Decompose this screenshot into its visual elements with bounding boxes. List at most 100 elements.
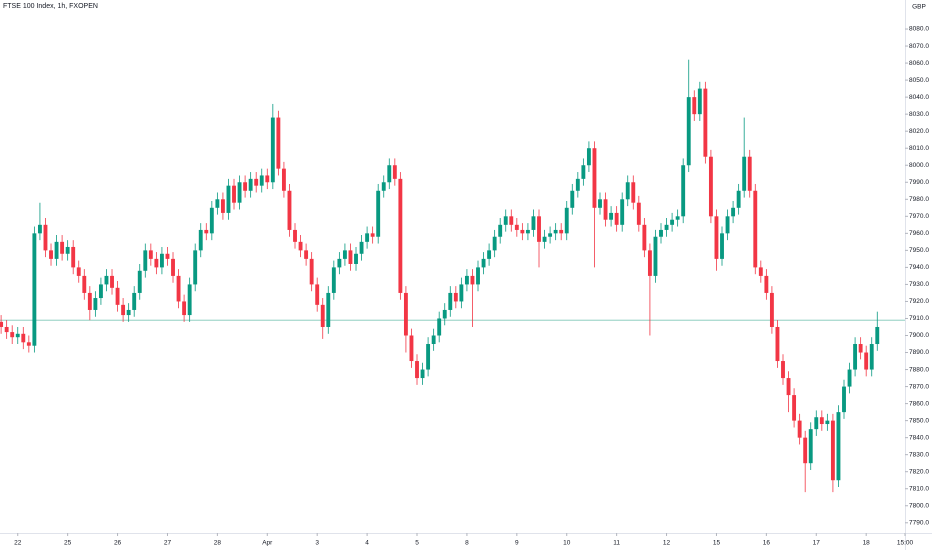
candle-body	[137, 270, 142, 293]
candle-body	[764, 275, 769, 293]
candle-body	[26, 342, 31, 346]
candle-body	[775, 326, 780, 362]
x-tick-label: 16	[763, 540, 771, 547]
x-tick-label: 22	[14, 540, 22, 547]
candle-body	[320, 304, 325, 327]
candle-body	[115, 287, 120, 305]
candle-body	[104, 275, 109, 285]
candle-body	[431, 335, 436, 345]
candle-body	[830, 420, 835, 481]
candle-body	[808, 429, 813, 464]
candle-body	[470, 275, 475, 285]
candle-body	[387, 165, 392, 183]
candle-body	[187, 284, 192, 316]
candle-body	[76, 267, 81, 276]
candle-body	[603, 199, 608, 220]
y-tick-label: 7860.0	[909, 400, 929, 407]
y-tick-label: 7790.0	[909, 520, 929, 527]
candle-body	[110, 275, 114, 288]
candle-body	[653, 236, 658, 276]
candle-body	[392, 165, 397, 179]
candle-body	[198, 229, 203, 251]
candle-body	[720, 233, 724, 259]
candle-body	[442, 309, 447, 319]
candle-body	[154, 258, 159, 268]
candle-body	[409, 335, 414, 362]
candle-body	[703, 88, 708, 157]
candle-body	[758, 267, 763, 276]
candle-body	[769, 292, 774, 327]
candle-body	[725, 216, 730, 234]
candle-body	[132, 292, 137, 310]
candle-body	[4, 326, 9, 333]
candle-body	[342, 250, 347, 259]
y-tick-label: 8070.0	[909, 43, 929, 50]
x-tick-label: 27	[164, 540, 172, 547]
candle-body	[553, 229, 558, 234]
chart-title: FTSE 100 Index, 1h, FXOPEN	[3, 3, 98, 10]
candle-body	[60, 241, 65, 254]
x-tick-label: 8	[465, 540, 469, 547]
candle-body	[636, 202, 641, 225]
candle-body	[98, 284, 103, 299]
candle-body	[93, 298, 98, 310]
candle-body	[365, 233, 370, 242]
candle-body	[209, 207, 214, 234]
currency-label: GBP	[912, 4, 926, 11]
x-tick-label: 11	[613, 540, 620, 547]
candle-body	[708, 156, 713, 217]
x-tick-label: 26	[114, 540, 122, 547]
candle-body	[542, 236, 547, 242]
candle-body	[220, 199, 225, 213]
candle-body	[10, 332, 15, 338]
candle-body	[781, 361, 785, 379]
candle-body	[842, 386, 846, 413]
candle-body	[503, 216, 508, 225]
candle-body	[87, 292, 92, 310]
candle-body	[281, 168, 286, 191]
candle-body	[359, 241, 364, 254]
candle-body	[625, 182, 630, 200]
candle-body	[481, 258, 486, 268]
candle-body	[21, 333, 26, 343]
candle-body	[869, 344, 874, 370]
candle-body	[326, 292, 331, 327]
candle-body	[331, 267, 336, 293]
x-tick-label: 12	[663, 540, 671, 547]
candle-body	[71, 246, 76, 268]
y-tick-label: 7830.0	[909, 451, 929, 458]
candle-body	[609, 212, 614, 220]
y-tick-label: 8030.0	[909, 111, 929, 118]
candle-body	[237, 182, 242, 203]
candle-body	[426, 344, 431, 370]
y-tick-label: 7850.0	[909, 417, 929, 424]
candle-body	[642, 224, 647, 251]
candle-body	[420, 369, 425, 379]
candle-body	[32, 233, 37, 346]
candle-body	[686, 97, 691, 166]
candle-body	[348, 250, 353, 264]
y-tick-label: 8020.0	[909, 128, 929, 135]
candle-body	[148, 250, 153, 259]
candle-body	[675, 216, 680, 220]
candle-body	[398, 178, 403, 293]
x-tick-label: 9	[515, 540, 519, 547]
y-tick-label: 7960.0	[909, 230, 929, 237]
candle-body	[586, 148, 591, 166]
candle-body	[731, 207, 736, 217]
candle-body	[825, 420, 830, 425]
x-tick-label: 5	[415, 540, 419, 547]
y-tick-label: 7930.0	[909, 281, 929, 288]
candle-body	[514, 224, 519, 230]
candle-body	[498, 224, 503, 237]
x-tick-label: 10	[563, 540, 571, 547]
candle-body	[592, 148, 597, 208]
y-tick-label: 7910.0	[909, 315, 929, 322]
candle-body	[487, 250, 492, 259]
candle-body	[736, 190, 741, 208]
candle-body	[381, 182, 386, 191]
candle-body	[464, 275, 469, 285]
candle-body	[803, 437, 808, 464]
